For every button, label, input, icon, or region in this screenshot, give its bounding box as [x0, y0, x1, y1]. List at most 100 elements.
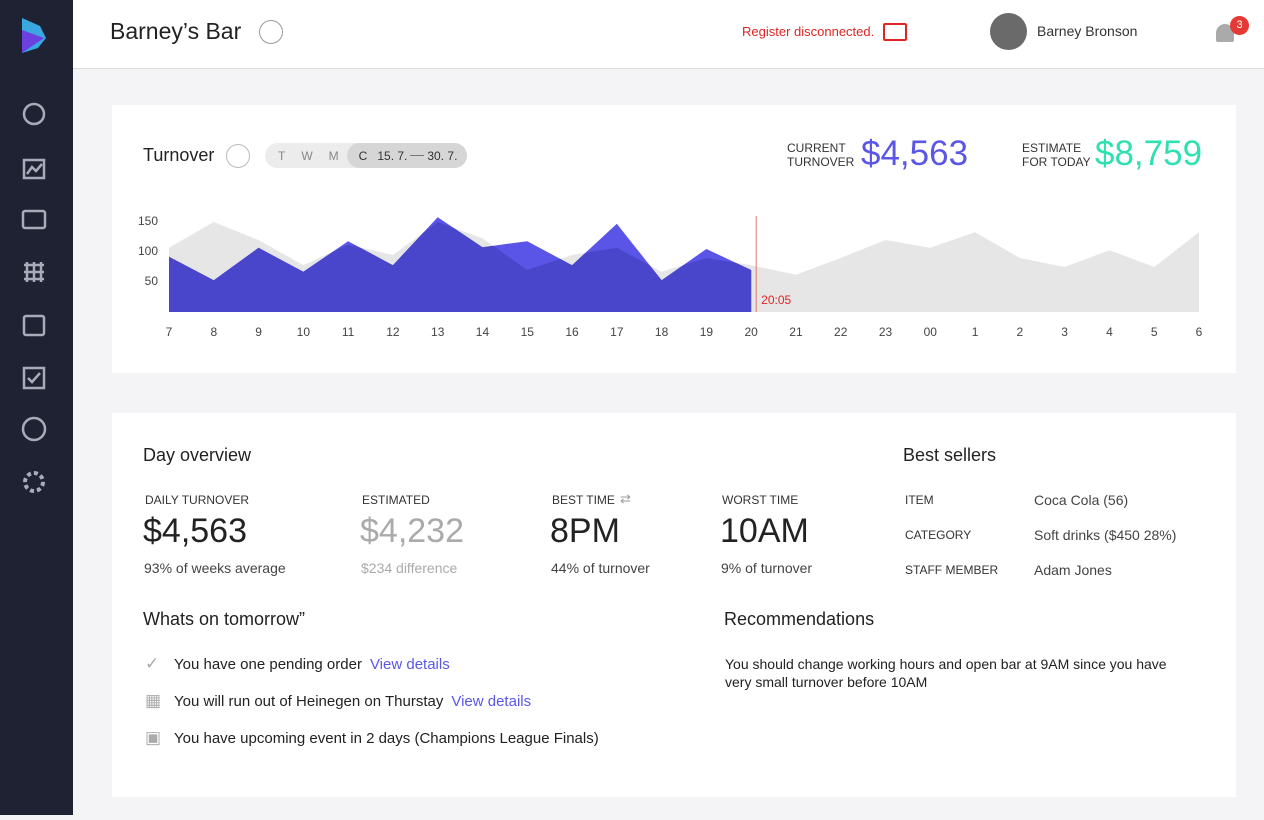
- x-tick-label: 21: [789, 325, 803, 339]
- x-tick-label: 13: [431, 325, 445, 339]
- user-name: Barney Bronson: [1037, 23, 1138, 39]
- estimate-label: ESTIMATE FOR TODAY: [1022, 141, 1091, 169]
- venue-dropdown[interactable]: [259, 20, 283, 44]
- current-label: CURRENT TURNOVER: [787, 141, 855, 169]
- bell[interactable]: [1216, 24, 1234, 42]
- current-value: $4,563: [861, 134, 969, 173]
- logo-part: [22, 30, 44, 53]
- x-tick-label: 20: [744, 325, 758, 339]
- nav-inventory[interactable]: [24, 262, 44, 282]
- stat-label: WORST TIME: [722, 493, 799, 507]
- seller-key: CATEGORY: [905, 528, 972, 542]
- x-tick-label: 5: [1151, 325, 1158, 339]
- stat-label: DAILY TURNOVER: [145, 493, 250, 507]
- overview-title: Day overview: [143, 445, 252, 465]
- x-tick-label: 14: [476, 325, 490, 339]
- period-option[interactable]: W: [301, 148, 313, 163]
- item-icon: ▣: [145, 728, 162, 747]
- item-row: You have upcoming event in 2 days (Champ…: [174, 730, 599, 747]
- item-row: You will run out of Heinegen on Thurstay…: [174, 693, 531, 710]
- overview-card: [112, 413, 1236, 797]
- sidebar-icons: [21, 18, 47, 493]
- item-row: You have one pending order View details: [174, 656, 450, 673]
- x-tick-label: 19: [700, 325, 714, 339]
- x-tick-label: 4: [1106, 325, 1113, 339]
- recommendations-title: Recommendations: [724, 609, 875, 629]
- seller-value: Soft drinks ($450 28%): [1034, 527, 1177, 543]
- nav-payments[interactable]: [21, 209, 47, 230]
- nav-calendar[interactable]: [22, 314, 46, 337]
- x-tick-label: 23: [879, 325, 893, 339]
- x-tick-label: 17: [610, 325, 624, 339]
- notification-badge: 3: [1230, 16, 1249, 35]
- estimate-value: $8,759: [1095, 134, 1203, 173]
- best-sellers-title: Best sellers: [903, 445, 997, 465]
- seller-key: STAFF MEMBER: [905, 563, 999, 577]
- period-option[interactable]: M: [328, 148, 339, 163]
- stat-label: ESTIMATED: [362, 493, 430, 507]
- range-start: 15. 7.: [377, 148, 408, 163]
- period-option[interactable]: C: [358, 148, 368, 163]
- range-dash: [410, 155, 425, 156]
- x-tick-label: 15: [521, 325, 535, 339]
- x-tick-label: 1: [972, 325, 979, 339]
- stat-value: $4,232: [360, 512, 464, 550]
- nav-profile[interactable]: [21, 416, 47, 442]
- disconnected-icon: [883, 23, 907, 41]
- stat-value: 10AM: [720, 512, 809, 550]
- nav-settings[interactable]: [23, 471, 45, 493]
- now-label: 20:05: [761, 293, 791, 307]
- nav-dashboard[interactable]: [22, 102, 46, 126]
- item-text: You have upcoming event in 2 days (Champ…: [174, 730, 599, 747]
- seller-value: Coca Cola (56): [1034, 492, 1129, 508]
- stat-value: $4,563: [143, 512, 247, 550]
- item-text: You have one pending order: [174, 656, 362, 673]
- stat-value: 8PM: [550, 512, 620, 550]
- item-icon: ▦: [145, 691, 162, 710]
- stat-label: BEST TIME: [552, 493, 615, 507]
- x-tick-label: 10: [297, 325, 311, 339]
- x-tick-label: 6: [1196, 325, 1203, 339]
- seller-value: Adam Jones: [1034, 562, 1112, 578]
- seller-key: ITEM: [905, 493, 934, 507]
- item-text: You will run out of Heinegen on Thurstay: [174, 693, 444, 710]
- stat-note: 9% of turnover: [721, 560, 813, 576]
- nav-stats[interactable]: [22, 158, 46, 180]
- x-tick-label: 9: [255, 325, 262, 339]
- x-tick-label: 00: [924, 325, 938, 339]
- swap-icon[interactable]: ⇄: [620, 491, 631, 506]
- y-tick-label: 150: [138, 214, 158, 228]
- y-tick-label: 50: [145, 274, 159, 288]
- turnover-dropdown[interactable]: [226, 144, 250, 168]
- x-tick-label: 18: [655, 325, 669, 339]
- register-status: Register disconnected.: [742, 24, 875, 39]
- stat-note: 93% of weeks average: [144, 560, 286, 576]
- x-tick-label: 12: [386, 325, 400, 339]
- x-tick-label: 3: [1061, 325, 1068, 339]
- stat-note: $234 difference: [361, 560, 458, 576]
- x-tick-label: 8: [210, 325, 217, 339]
- x-tick-label: 22: [834, 325, 848, 339]
- avatar[interactable]: [990, 13, 1027, 50]
- turnover-title: Turnover: [143, 145, 215, 165]
- period-selector: T W M C 15. 7. 30. 7.: [265, 143, 468, 168]
- x-tick-label: 2: [1017, 325, 1024, 339]
- item-link[interactable]: View details: [451, 693, 532, 710]
- range-end: 30. 7.: [427, 148, 458, 163]
- sidebar: [0, 0, 73, 815]
- nav-tasks[interactable]: [22, 366, 46, 390]
- x-tick-label: 11: [342, 325, 355, 339]
- x-tick-label: 16: [565, 325, 579, 339]
- period-option[interactable]: T: [278, 148, 286, 163]
- tomorrow-title: Whats on tomorrow”: [143, 609, 306, 629]
- y-tick-label: 100: [138, 244, 158, 258]
- venue-title: Barney’s Bar: [110, 18, 242, 44]
- stat-note: 44% of turnover: [551, 560, 650, 576]
- x-tick-label: 7: [166, 325, 173, 339]
- period-selected[interactable]: C 15. 7. 30. 7.: [346, 143, 468, 168]
- item-link[interactable]: View details: [369, 656, 450, 673]
- recommendation-text: You should change working hours and open…: [725, 656, 1167, 690]
- item-icon: ✓: [145, 654, 160, 673]
